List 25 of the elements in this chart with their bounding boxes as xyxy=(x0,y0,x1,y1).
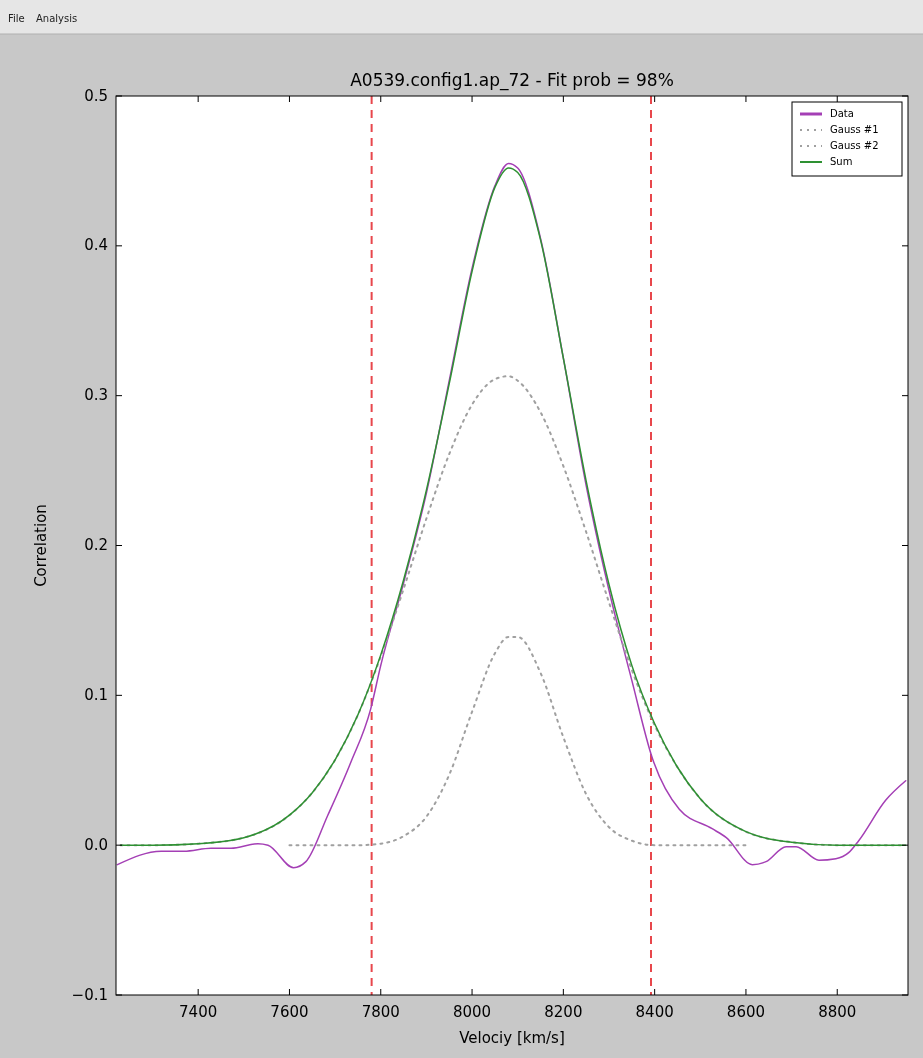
x-tick-label: 7800 xyxy=(361,1003,400,1021)
x-tick-label: 8400 xyxy=(635,1003,674,1021)
legend-label: Data xyxy=(830,108,854,119)
x-tick-label: 7400 xyxy=(179,1003,218,1021)
y-tick-label: 0.0 xyxy=(84,835,108,854)
legend-label: Sum xyxy=(830,156,853,167)
x-tick-label: 8600 xyxy=(726,1003,766,1021)
legend-label: Gauss #1 xyxy=(830,124,879,135)
x-tick-label: 7600 xyxy=(270,1003,309,1021)
text: Analysis xyxy=(36,13,78,24)
x-tick-label: 8800 xyxy=(818,1003,857,1021)
y-axis-title: Correlation xyxy=(32,504,50,587)
chart-title: A0539.config1.ap_72 - Fit prob = 98% xyxy=(350,70,674,91)
y-tick-label: 0.1 xyxy=(84,685,108,704)
x-tick-label: 8000 xyxy=(452,1003,492,1021)
text: File xyxy=(8,13,25,24)
y-tick-label: 0.2 xyxy=(84,536,108,554)
legend-label: Gauss #2 xyxy=(830,140,879,151)
y-tick-label: 0.3 xyxy=(84,386,108,405)
y-tick-label: 0.4 xyxy=(84,236,108,255)
y-tick-label: 0.5 xyxy=(84,86,108,105)
x-axis-title: Velociy [km/s] xyxy=(459,1029,565,1047)
x-tick-label: 8200 xyxy=(544,1003,583,1021)
line-series xyxy=(288,635,747,847)
y-tick-label: −0.1 xyxy=(71,985,108,1004)
